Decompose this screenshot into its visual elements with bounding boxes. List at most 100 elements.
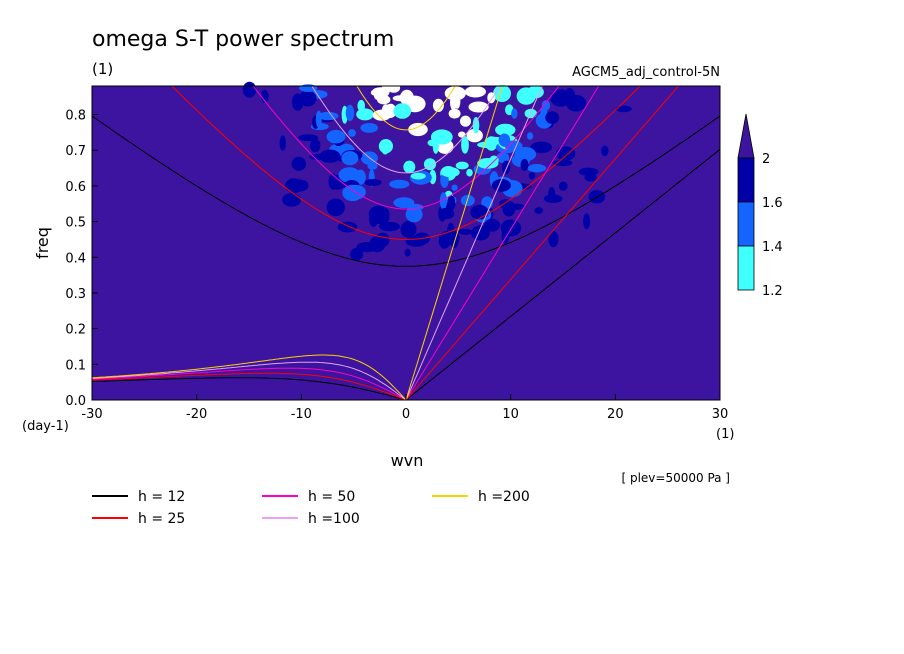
- power-patch: [457, 228, 473, 235]
- power-patch: [315, 110, 322, 128]
- x-axis-label: wvn: [391, 451, 424, 470]
- power-patch: [534, 207, 544, 214]
- power-patch: [514, 147, 537, 162]
- x-tick-label: 30: [712, 407, 729, 422]
- power-patch: [545, 111, 560, 124]
- power-patch: [464, 85, 486, 98]
- power-patch: [530, 141, 553, 154]
- power-patch: [393, 103, 412, 119]
- power-patch: [345, 104, 355, 122]
- power-patch: [438, 207, 455, 220]
- power-contours: [242, 80, 632, 261]
- power-patch: [375, 232, 390, 247]
- power-patch: [444, 86, 466, 101]
- power-patch: [543, 194, 563, 203]
- y-axis-ticks: 0.0 0.1 0.2 0.3 0.4 0.5 0.6 0.7 0.8: [65, 109, 98, 409]
- inertia-gravity-curve: [171, 86, 641, 240]
- power-patch: [387, 83, 401, 93]
- y-tick-label: 0.3: [65, 287, 86, 302]
- rossby-wave-curve: [92, 367, 407, 400]
- y-tick-label: 0.7: [65, 144, 86, 159]
- power-patch: [367, 162, 378, 170]
- power-patch: [472, 117, 480, 134]
- power-patch: [460, 115, 471, 127]
- kelvin-wave-curve: [405, 86, 503, 400]
- power-patch: [430, 129, 453, 145]
- power-patch: [357, 99, 366, 112]
- power-patch: [400, 220, 417, 238]
- power-patch: [601, 145, 609, 157]
- power-patch: [520, 158, 529, 171]
- power-patch: [405, 206, 423, 223]
- power-patch: [432, 98, 444, 112]
- power-patch: [338, 167, 361, 183]
- x-axis-ticks: -30 -20 -10 0 10 20 30: [81, 394, 728, 422]
- power-patch: [429, 169, 437, 185]
- x-tick-label: 0: [402, 407, 410, 422]
- run-label: AGCM5_adj_control-5N: [572, 65, 720, 80]
- colorbar-arrow: [737, 113, 755, 159]
- power-patch: [310, 138, 321, 153]
- power-patch: [360, 123, 379, 133]
- kelvin-wave-curve: [405, 86, 680, 400]
- colorbar-segment: [737, 245, 755, 291]
- power-patch: [584, 173, 597, 182]
- power-patch: [319, 149, 341, 163]
- power-patch: [615, 105, 632, 113]
- power-patch: [342, 184, 363, 202]
- legend-label: h = 50: [308, 489, 355, 505]
- power-patch: [461, 136, 469, 154]
- chart-title: omega S-T power spectrum: [92, 27, 394, 52]
- power-patch: [447, 195, 455, 207]
- power-patch: [379, 221, 400, 232]
- power-patch: [423, 158, 437, 171]
- x-tick-label: -20: [186, 407, 207, 422]
- y-tick-label: 0.0: [65, 394, 86, 409]
- power-patch: [326, 198, 345, 217]
- power-patch: [458, 131, 466, 138]
- y-tick-label: 0.5: [65, 216, 86, 231]
- power-patch: [373, 211, 390, 225]
- power-patch: [364, 179, 382, 186]
- power-patch: [298, 134, 319, 142]
- colorbar-label: 1.6: [762, 196, 783, 211]
- power-patch: [384, 103, 397, 118]
- power-patch: [527, 132, 534, 140]
- power-patch: [408, 122, 428, 137]
- power-patch: [566, 94, 587, 112]
- x-tick-label: 10: [502, 407, 519, 422]
- power-patch: [392, 95, 408, 102]
- units-label: (1): [92, 60, 113, 78]
- colorbar: 2 1.6 1.4 1.2: [737, 113, 783, 299]
- power-patch: [285, 178, 303, 194]
- dispersion-curves: [92, 86, 720, 400]
- power-patch: [282, 193, 302, 207]
- inertia-gravity-curve: [311, 86, 501, 174]
- power-patch: [471, 225, 490, 241]
- power-patch: [242, 81, 257, 98]
- inertia-gravity-curve: [252, 86, 560, 210]
- power-patch: [558, 181, 568, 191]
- power-patch: [455, 161, 469, 170]
- colorbar-label: 1.4: [762, 240, 783, 255]
- x-tick-label: -30: [81, 407, 102, 422]
- y-axis-unit: (day-1): [22, 419, 69, 434]
- power-patch: [341, 151, 359, 166]
- power-patch: [389, 179, 410, 189]
- power-patch: [337, 221, 358, 233]
- legend-label: h =200: [478, 489, 530, 505]
- x-axis-unit: (1): [716, 427, 734, 442]
- x-tick-label: -10: [291, 407, 312, 422]
- power-patch: [410, 172, 426, 180]
- y-tick-label: 0.1: [65, 358, 86, 373]
- power-patch: [381, 145, 389, 155]
- power-patch: [393, 197, 415, 209]
- power-patch: [440, 167, 460, 178]
- power-patch: [578, 167, 599, 176]
- y-tick-label: 0.4: [65, 251, 86, 266]
- power-patch: [448, 108, 461, 119]
- power-patch: [501, 229, 510, 244]
- power-patch: [511, 108, 518, 119]
- power-patch: [348, 129, 356, 137]
